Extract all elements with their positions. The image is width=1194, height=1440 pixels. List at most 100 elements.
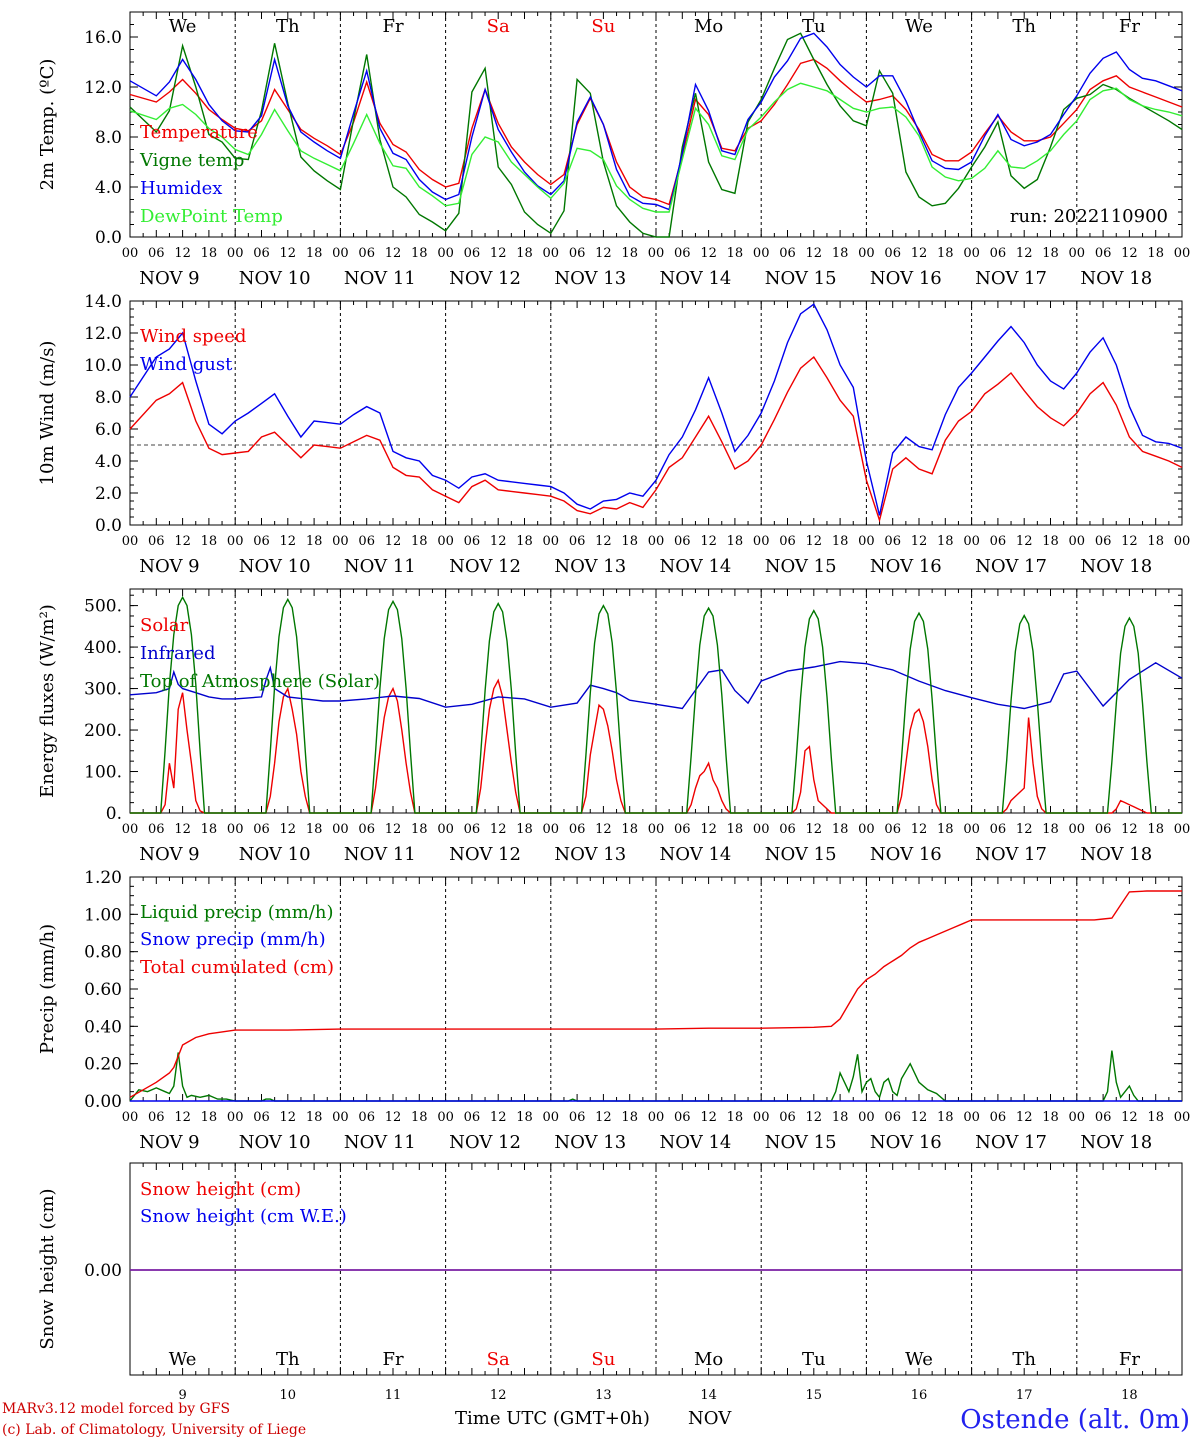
hour-tick-label: 00	[332, 1110, 349, 1125]
date-label: NOV 10	[239, 1132, 311, 1153]
hour-tick-label: 12	[806, 1110, 823, 1125]
date-label: NOV 14	[660, 1132, 732, 1153]
hour-tick-label: 12	[280, 246, 297, 261]
hour-tick-label: 18	[1147, 1110, 1164, 1125]
hour-tick-label: 06	[779, 1110, 796, 1125]
hour-tick-label: 12	[385, 534, 402, 549]
weekday-label: Fr	[382, 16, 403, 37]
weekday-label: Mo	[694, 16, 723, 37]
hour-tick-label: 00	[963, 534, 980, 549]
panel-5: 0.00 Snow height (cm) Snow height (cm) Snow…	[37, 1162, 1183, 1403]
weekday-label: Th	[276, 16, 300, 37]
legend-entry: Infrared	[140, 643, 215, 664]
hour-tick-label: 12	[911, 246, 928, 261]
hour-tick-label: 18	[1042, 822, 1059, 837]
hour-tick-label: 18	[832, 534, 849, 549]
day-number-label: 9	[178, 1388, 186, 1403]
hour-tick-label: 12	[700, 534, 717, 549]
hour-tick-label: 12	[806, 534, 823, 549]
hour-tick-label: 18	[306, 246, 323, 261]
legend-entry: Temperature	[140, 122, 258, 143]
hour-tick-label: 00	[1174, 246, 1191, 261]
panel-2: 0.0 2.0 4.0 6.0 8.0 10.0 12.0 14.0 10m Wind (m/s…	[37, 292, 1190, 577]
day-number-label: 14	[700, 1388, 717, 1403]
hour-tick-label: 00	[122, 1110, 139, 1125]
hour-tick-label: 12	[595, 822, 612, 837]
hour-tick-label: 18	[937, 1110, 954, 1125]
y-tick-label: 16.0	[84, 28, 122, 48]
series-line	[129, 303, 1183, 516]
panel-4: 0.00 0.20 0.40 0.60 0.80 1.00 1.20 Precip (mm/h…	[37, 868, 1190, 1153]
hour-tick-label: 12	[490, 246, 507, 261]
date-label: NOV 15	[765, 268, 837, 289]
series-line	[129, 890, 1182, 1098]
series-line	[129, 660, 1183, 710]
legend-entry: Humidex	[140, 178, 222, 199]
hour-tick-label: 18	[1147, 534, 1164, 549]
plot-frame	[129, 300, 1183, 526]
y-tick-label: 0.0	[95, 228, 122, 248]
hour-tick-label: 12	[280, 1110, 297, 1125]
hour-tick-label: 12	[174, 1110, 191, 1125]
date-label: NOV 17	[975, 556, 1047, 577]
date-label: NOV 11	[344, 844, 416, 865]
hour-tick-label: 12	[1121, 246, 1138, 261]
date-label: NOV 15	[765, 556, 837, 577]
hour-tick-label: 12	[385, 822, 402, 837]
hour-tick-label: 00	[332, 534, 349, 549]
date-label: NOV 16	[870, 268, 942, 289]
hour-tick-label: 06	[1095, 822, 1112, 837]
hour-tick-label: 06	[990, 246, 1007, 261]
day-number-label: 15	[806, 1388, 823, 1403]
day-number-label: 10	[280, 1388, 297, 1403]
hour-tick-label: 00	[122, 246, 139, 261]
date-label: NOV 10	[239, 556, 311, 577]
legend-entry: Wind gust	[140, 354, 233, 375]
series-line	[130, 595, 1182, 814]
hour-tick-label: 18	[1147, 246, 1164, 261]
date-label: NOV 14	[660, 268, 732, 289]
y-tick-label: 4.0	[95, 452, 122, 472]
y-tick-label: 14.0	[84, 292, 122, 312]
series-line	[129, 82, 1183, 213]
weekday-label: Fr	[1119, 1349, 1140, 1370]
hour-tick-label: 18	[306, 822, 323, 837]
hour-tick-label: 06	[148, 822, 165, 837]
y-tick-label: 10.0	[84, 356, 122, 376]
hour-tick-label: 00	[648, 534, 665, 549]
hour-tick-label: 00	[1069, 246, 1086, 261]
date-label: NOV 9	[139, 844, 199, 865]
y-tick-label: 1.20	[84, 868, 122, 888]
hour-tick-label: 18	[937, 822, 954, 837]
date-label: NOV 12	[449, 268, 521, 289]
panel-3: 0. 100. 200. 300. 400. 500. Energy fluxes (W/m…	[37, 588, 1190, 865]
hour-tick-label: 06	[884, 246, 901, 261]
hour-tick-label: 18	[727, 246, 744, 261]
y-tick-label: 100.	[84, 763, 122, 783]
y-axis-title: Precip (mm/h)	[37, 924, 58, 1054]
series-line	[129, 32, 1183, 211]
hour-tick-label: 06	[358, 534, 375, 549]
hour-tick-label: 06	[674, 246, 691, 261]
y-tick-label: 12.0	[84, 78, 122, 98]
date-label: NOV 18	[1080, 268, 1152, 289]
series-line	[129, 355, 1183, 523]
hour-tick-label: 06	[358, 246, 375, 261]
hour-tick-label: 00	[227, 534, 244, 549]
y-tick-label: 0.40	[84, 1017, 122, 1037]
y-axis-title: 10m Wind (m/s)	[37, 341, 58, 486]
y-tick-label: 200.	[84, 721, 122, 741]
weekday-label: Tu	[802, 1349, 826, 1370]
y-tick-label: 0.0	[95, 516, 122, 536]
hour-tick-label: 00	[963, 822, 980, 837]
hour-tick-label: 06	[148, 534, 165, 549]
hour-tick-label: 06	[358, 822, 375, 837]
legend-entry: Snow precip (mm/h)	[140, 929, 326, 950]
hour-tick-label: 12	[911, 822, 928, 837]
hour-tick-label: 18	[1042, 1110, 1059, 1125]
legend-entry: Vigne temp	[139, 150, 244, 171]
hour-tick-label: 18	[201, 246, 218, 261]
hour-tick-label: 00	[122, 822, 139, 837]
x-axis-month: NOV	[688, 1408, 732, 1429]
